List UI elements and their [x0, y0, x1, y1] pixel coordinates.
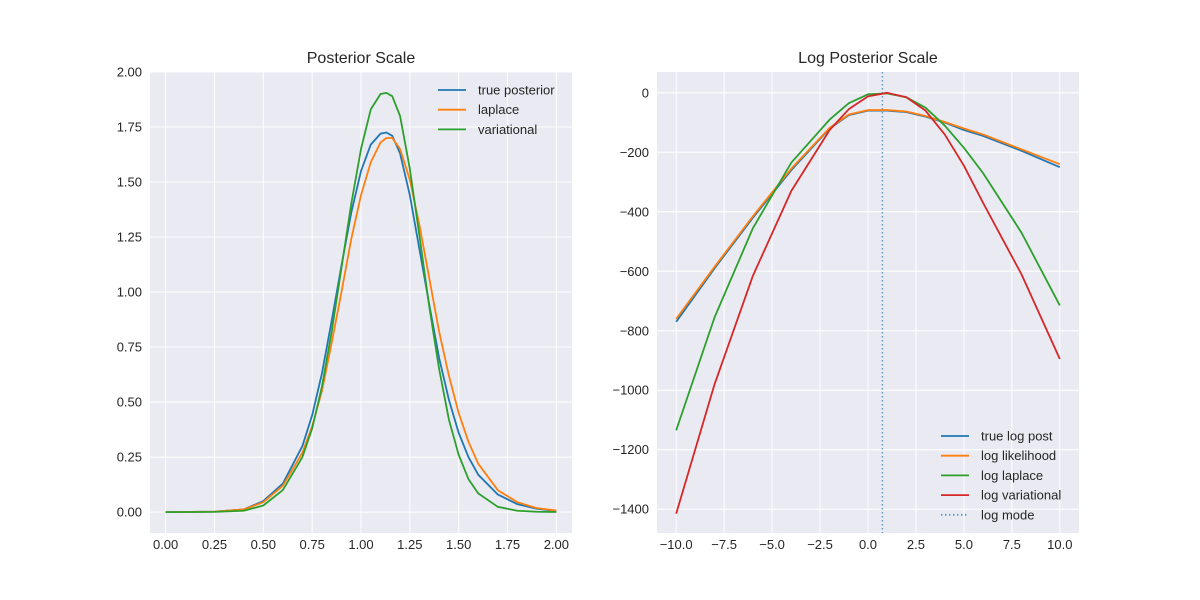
legend-label: true log post — [981, 429, 1053, 444]
x-tick-label: 0.00 — [153, 537, 178, 552]
series-lines — [675, 72, 1061, 533]
y-tick-label: 0.00 — [117, 505, 142, 520]
log-posterior-scale-panel: −10.0 −7.5 −5.0 −2.5 0.0 2.5 5.0 7.5 10.0 0 −200 −… — [612, 50, 1079, 552]
x-tick-label: 0.75 — [300, 537, 325, 552]
legend-label: log likelihood — [981, 448, 1056, 463]
y-tick-label: −1400 — [612, 502, 649, 517]
x-tick-label: −7.5 — [711, 537, 737, 552]
x-tick-label: 0.0 — [859, 537, 877, 552]
y-tick-label: 1.75 — [117, 120, 142, 135]
legend-label: variational — [478, 122, 537, 137]
x-tick-label: 0.50 — [251, 537, 276, 552]
x-tick-label: −5.0 — [759, 537, 785, 552]
y-tick-label: 0.50 — [117, 395, 142, 410]
x-tick-label: 1.75 — [495, 537, 520, 552]
y-tick-label: 1.25 — [117, 230, 142, 245]
x-tick-label: 1.00 — [348, 537, 373, 552]
y-tick-label: −600 — [620, 264, 649, 279]
y-tick-label: 1.50 — [117, 175, 142, 190]
x-tick-labels: −10.0 −7.5 −5.0 −2.5 0.0 2.5 5.0 7.5 10.0 — [660, 537, 1073, 552]
x-tick-label: −2.5 — [807, 537, 833, 552]
legend-label: laplace — [478, 102, 519, 117]
y-tick-label: 0.75 — [117, 340, 142, 355]
series-line-true-posterior — [165, 131, 557, 513]
x-tick-label: 1.25 — [397, 537, 422, 552]
x-tick-label: −10.0 — [660, 537, 693, 552]
y-tick-label: 0 — [642, 85, 649, 100]
y-tick-label: −1200 — [612, 442, 649, 457]
y-tick-label: −200 — [620, 145, 649, 160]
series-line-log-likelihood — [675, 109, 1061, 320]
x-tick-labels: 0.00 0.25 0.50 0.75 1.00 1.25 1.50 1.75 2.00 — [153, 537, 569, 552]
legend-label: log laplace — [981, 468, 1043, 483]
legend-label: true posterior — [478, 83, 555, 98]
x-tick-label: 0.25 — [202, 537, 227, 552]
y-tick-label: −800 — [620, 323, 649, 338]
x-tick-label: 5.0 — [955, 537, 973, 552]
y-tick-label: 1.00 — [117, 285, 142, 300]
x-tick-label: 2.00 — [544, 537, 569, 552]
series-lines — [165, 92, 557, 513]
chart-title: Posterior Scale — [307, 50, 416, 67]
y-tick-label: −400 — [620, 204, 649, 219]
y-tick-label: 0.25 — [117, 450, 142, 465]
chart-title: Log Posterior Scale — [798, 50, 938, 67]
x-tick-label: 10.0 — [1047, 537, 1072, 552]
x-tick-label: 1.50 — [446, 537, 471, 552]
legend: true log post log likelihood log laplace lo… — [941, 429, 1061, 522]
legend: true posterior laplace variational — [438, 83, 555, 137]
y-tick-label: −1000 — [612, 383, 649, 398]
series-line-laplace — [165, 137, 557, 513]
y-tick-labels: 0 −200 −400 −600 −800 −1000 −1200 −1400 — [612, 85, 649, 516]
y-tick-label: 2.00 — [117, 65, 142, 80]
y-tick-labels: 0.00 0.25 0.50 0.75 1.00 1.25 1.50 1.75 2.00 — [117, 65, 142, 520]
x-tick-label: 2.5 — [907, 537, 925, 552]
series-line-log-variational — [675, 91, 1061, 514]
x-tick-label: 7.5 — [1003, 537, 1021, 552]
legend-label: log variational — [981, 488, 1061, 503]
legend-label: log mode — [981, 507, 1034, 522]
posterior-scale-panel: 0.00 0.25 0.50 0.75 1.00 1.25 1.50 1.75 2.00 0.0… — [117, 50, 572, 552]
series-line-variational — [165, 92, 557, 513]
